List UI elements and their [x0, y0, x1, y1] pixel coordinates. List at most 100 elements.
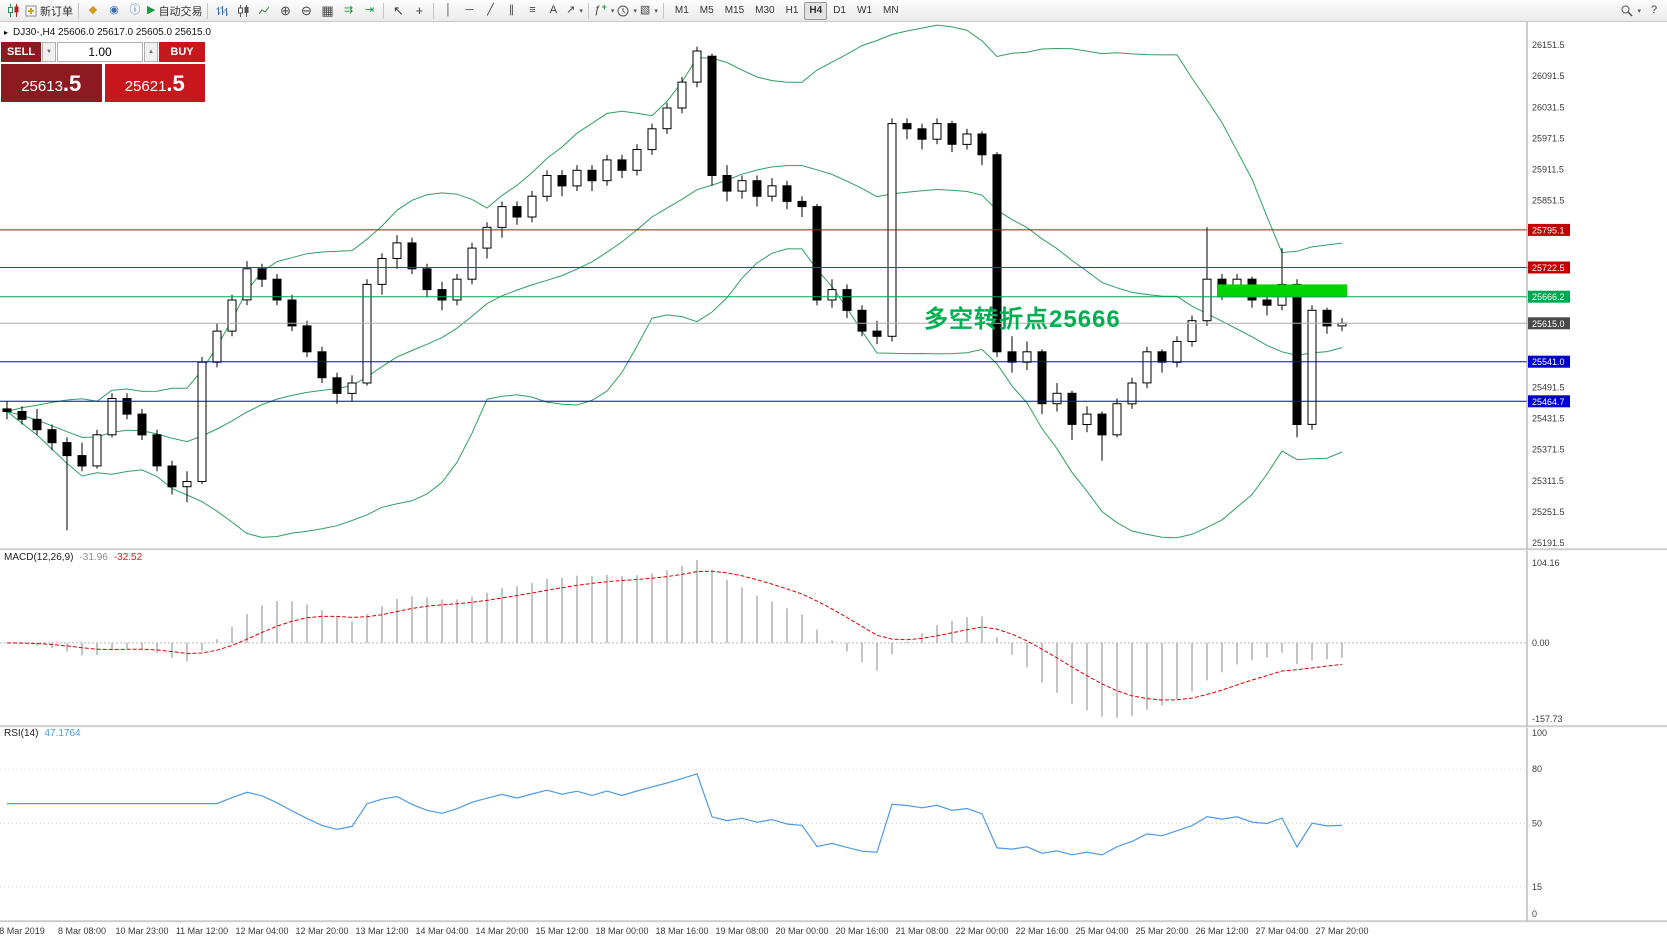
- svg-text:25464.7: 25464.7: [1532, 397, 1565, 407]
- chart-window-button[interactable]: [3, 1, 23, 21]
- volume-decrease-button[interactable]: ▼: [42, 42, 56, 62]
- search-icon: [1621, 5, 1634, 17]
- timeframe-mn[interactable]: MN: [878, 2, 904, 20]
- svg-text:18 Mar 00:00: 18 Mar 00:00: [595, 926, 648, 936]
- horizontal-line-icon: ─: [465, 4, 474, 16]
- svg-text:20 Mar 00:00: 20 Mar 00:00: [775, 926, 828, 936]
- bar-chart-icon: [216, 5, 229, 16]
- trendline-tool-button[interactable]: ╱: [480, 1, 500, 21]
- toolbar-separator: [662, 2, 664, 19]
- toolbar-separator: [383, 2, 385, 19]
- highlight-zone: [1217, 284, 1347, 298]
- zoom-out-button[interactable]: ⊖: [296, 1, 316, 21]
- svg-text:25431.5: 25431.5: [1532, 414, 1565, 424]
- svg-text:13 Mar 12:00: 13 Mar 12:00: [355, 926, 408, 936]
- new-order-button[interactable]: 新订单: [24, 1, 74, 21]
- candle-chart-type-button[interactable]: [233, 1, 253, 21]
- chart-shift-button[interactable]: ⇥: [359, 1, 379, 21]
- price-tag-25666.2: [1528, 290, 1570, 303]
- periods-button[interactable]: ▾: [616, 1, 638, 21]
- symbol-ohlc-text: DJ30-,H4 25606.0 25617.0 25605.0 25615.0: [13, 27, 211, 38]
- timeframe-h4[interactable]: H4: [804, 1, 828, 20]
- timeframe-buttons: M1 M5 M15 M30 H1 H4 D1 W1 MN: [670, 1, 904, 20]
- svg-text:26091.5: 26091.5: [1532, 71, 1565, 81]
- crosshair-tool-button[interactable]: +: [409, 1, 429, 21]
- macd-panel: 104.16 0.00 -157.73: [0, 558, 1563, 724]
- svg-text:25722.5: 25722.5: [1532, 263, 1565, 273]
- one-click-toggle[interactable]: ▸: [4, 28, 9, 37]
- price-tag-25795.1: [1528, 223, 1570, 236]
- new-order-icon: [25, 5, 37, 16]
- timeframe-d1[interactable]: D1: [828, 2, 851, 20]
- indicators-button[interactable]: ƒ + ▾: [593, 1, 615, 21]
- signals-button[interactable]: ◉: [104, 1, 124, 21]
- svg-text:8 Mar 2019: 8 Mar 2019: [0, 926, 45, 936]
- toolbar-right-group: ▾ ?: [1619, 1, 1664, 21]
- svg-text:25971.5: 25971.5: [1532, 133, 1565, 143]
- new-order-label: 新订单: [40, 5, 73, 18]
- horizontal-line-tool-button[interactable]: ─: [459, 1, 479, 21]
- cursor-icon: ↖: [393, 3, 404, 18]
- buy-button[interactable]: BUY: [159, 42, 205, 62]
- timeframe-h1[interactable]: H1: [781, 2, 804, 20]
- svg-text:8 Mar 08:00: 8 Mar 08:00: [58, 926, 106, 936]
- info-button[interactable]: ⓘ: [125, 1, 145, 21]
- price-tag-25722.5: [1528, 261, 1570, 274]
- sell-price-button[interactable]: 25613.5: [1, 64, 102, 102]
- auto-scroll-icon: ⇉: [343, 4, 354, 16]
- fibonacci-tool-button[interactable]: ≡: [522, 1, 542, 21]
- buy-price-button[interactable]: 25621.5: [104, 64, 205, 102]
- templates-button[interactable]: ▧ ▾: [639, 1, 659, 21]
- help-button[interactable]: ?: [1644, 1, 1664, 21]
- svg-text:18 Mar 16:00: 18 Mar 16:00: [655, 926, 708, 936]
- auto-trading-button[interactable]: ▶ 自动交易: [146, 1, 203, 21]
- macd-signal-line: [6, 570, 1343, 701]
- cursor-tool-button[interactable]: ↖: [388, 1, 408, 21]
- zoom-in-icon: ⊕: [280, 3, 291, 18]
- svg-text:19 Mar 08:00: 19 Mar 08:00: [715, 926, 768, 936]
- timeframe-m5[interactable]: M5: [695, 2, 719, 20]
- chevron-down-icon: ▾: [654, 7, 658, 15]
- search-button[interactable]: ▾: [1619, 1, 1642, 21]
- svg-text:27 Mar 04:00: 27 Mar 04:00: [1255, 926, 1308, 936]
- signals-icon: ◉: [109, 4, 119, 16]
- auto-trading-play-icon: ▶: [147, 4, 156, 16]
- buy-price-int: 25621: [124, 78, 167, 95]
- sell-price-int: 25613: [21, 78, 63, 95]
- one-click-price-row: 25613.5 25621.5: [1, 64, 205, 102]
- timeframe-m30[interactable]: M30: [750, 2, 779, 20]
- zoom-in-button[interactable]: ⊕: [275, 1, 295, 21]
- line-chart-type-button[interactable]: [254, 1, 274, 21]
- svg-text:80: 80: [1532, 764, 1542, 774]
- market-watch-button[interactable]: ◆: [83, 1, 103, 21]
- channel-icon: ∥: [508, 4, 515, 16]
- toolbar-separator: [78, 2, 79, 19]
- channel-tool-button[interactable]: ∥: [501, 1, 521, 21]
- chart-ohlc-header: ▸ DJ30-,H4 25606.0 25617.0 25605.0 25615…: [4, 27, 211, 38]
- rsi-indicator-label: RSI(14) 47.1764: [4, 728, 81, 739]
- volume-increase-button[interactable]: ▲: [144, 42, 158, 62]
- sell-button[interactable]: SELL: [1, 42, 41, 62]
- svg-text:10 Mar 23:00: 10 Mar 23:00: [115, 926, 168, 936]
- arrow-tool-button[interactable]: ↗ ▾: [564, 1, 584, 21]
- bar-chart-type-button[interactable]: [212, 1, 232, 21]
- svg-text:25491.5: 25491.5: [1532, 382, 1565, 392]
- tile-windows-button[interactable]: ▦: [317, 1, 337, 21]
- text-tool-button[interactable]: A: [543, 1, 563, 21]
- svg-text:27 Mar 20:00: 27 Mar 20:00: [1315, 926, 1368, 936]
- svg-text:25371.5: 25371.5: [1532, 445, 1565, 455]
- svg-text:25851.5: 25851.5: [1532, 196, 1565, 206]
- timeframe-m15[interactable]: M15: [720, 2, 749, 20]
- timeframe-m1[interactable]: M1: [670, 2, 694, 20]
- timeframe-w1[interactable]: W1: [852, 2, 877, 20]
- auto-scroll-button[interactable]: ⇉: [338, 1, 358, 21]
- chevron-down-icon: ▾: [579, 7, 583, 15]
- text-tool-icon: A: [549, 4, 558, 16]
- chevron-down-icon: ▾: [610, 7, 615, 15]
- crosshair-icon: +: [415, 3, 424, 18]
- candles-layer: [2, 46, 1347, 531]
- price-tag-25615.0: [1528, 317, 1570, 330]
- volume-input[interactable]: [57, 42, 143, 62]
- vertical-line-tool-button[interactable]: │: [438, 1, 458, 21]
